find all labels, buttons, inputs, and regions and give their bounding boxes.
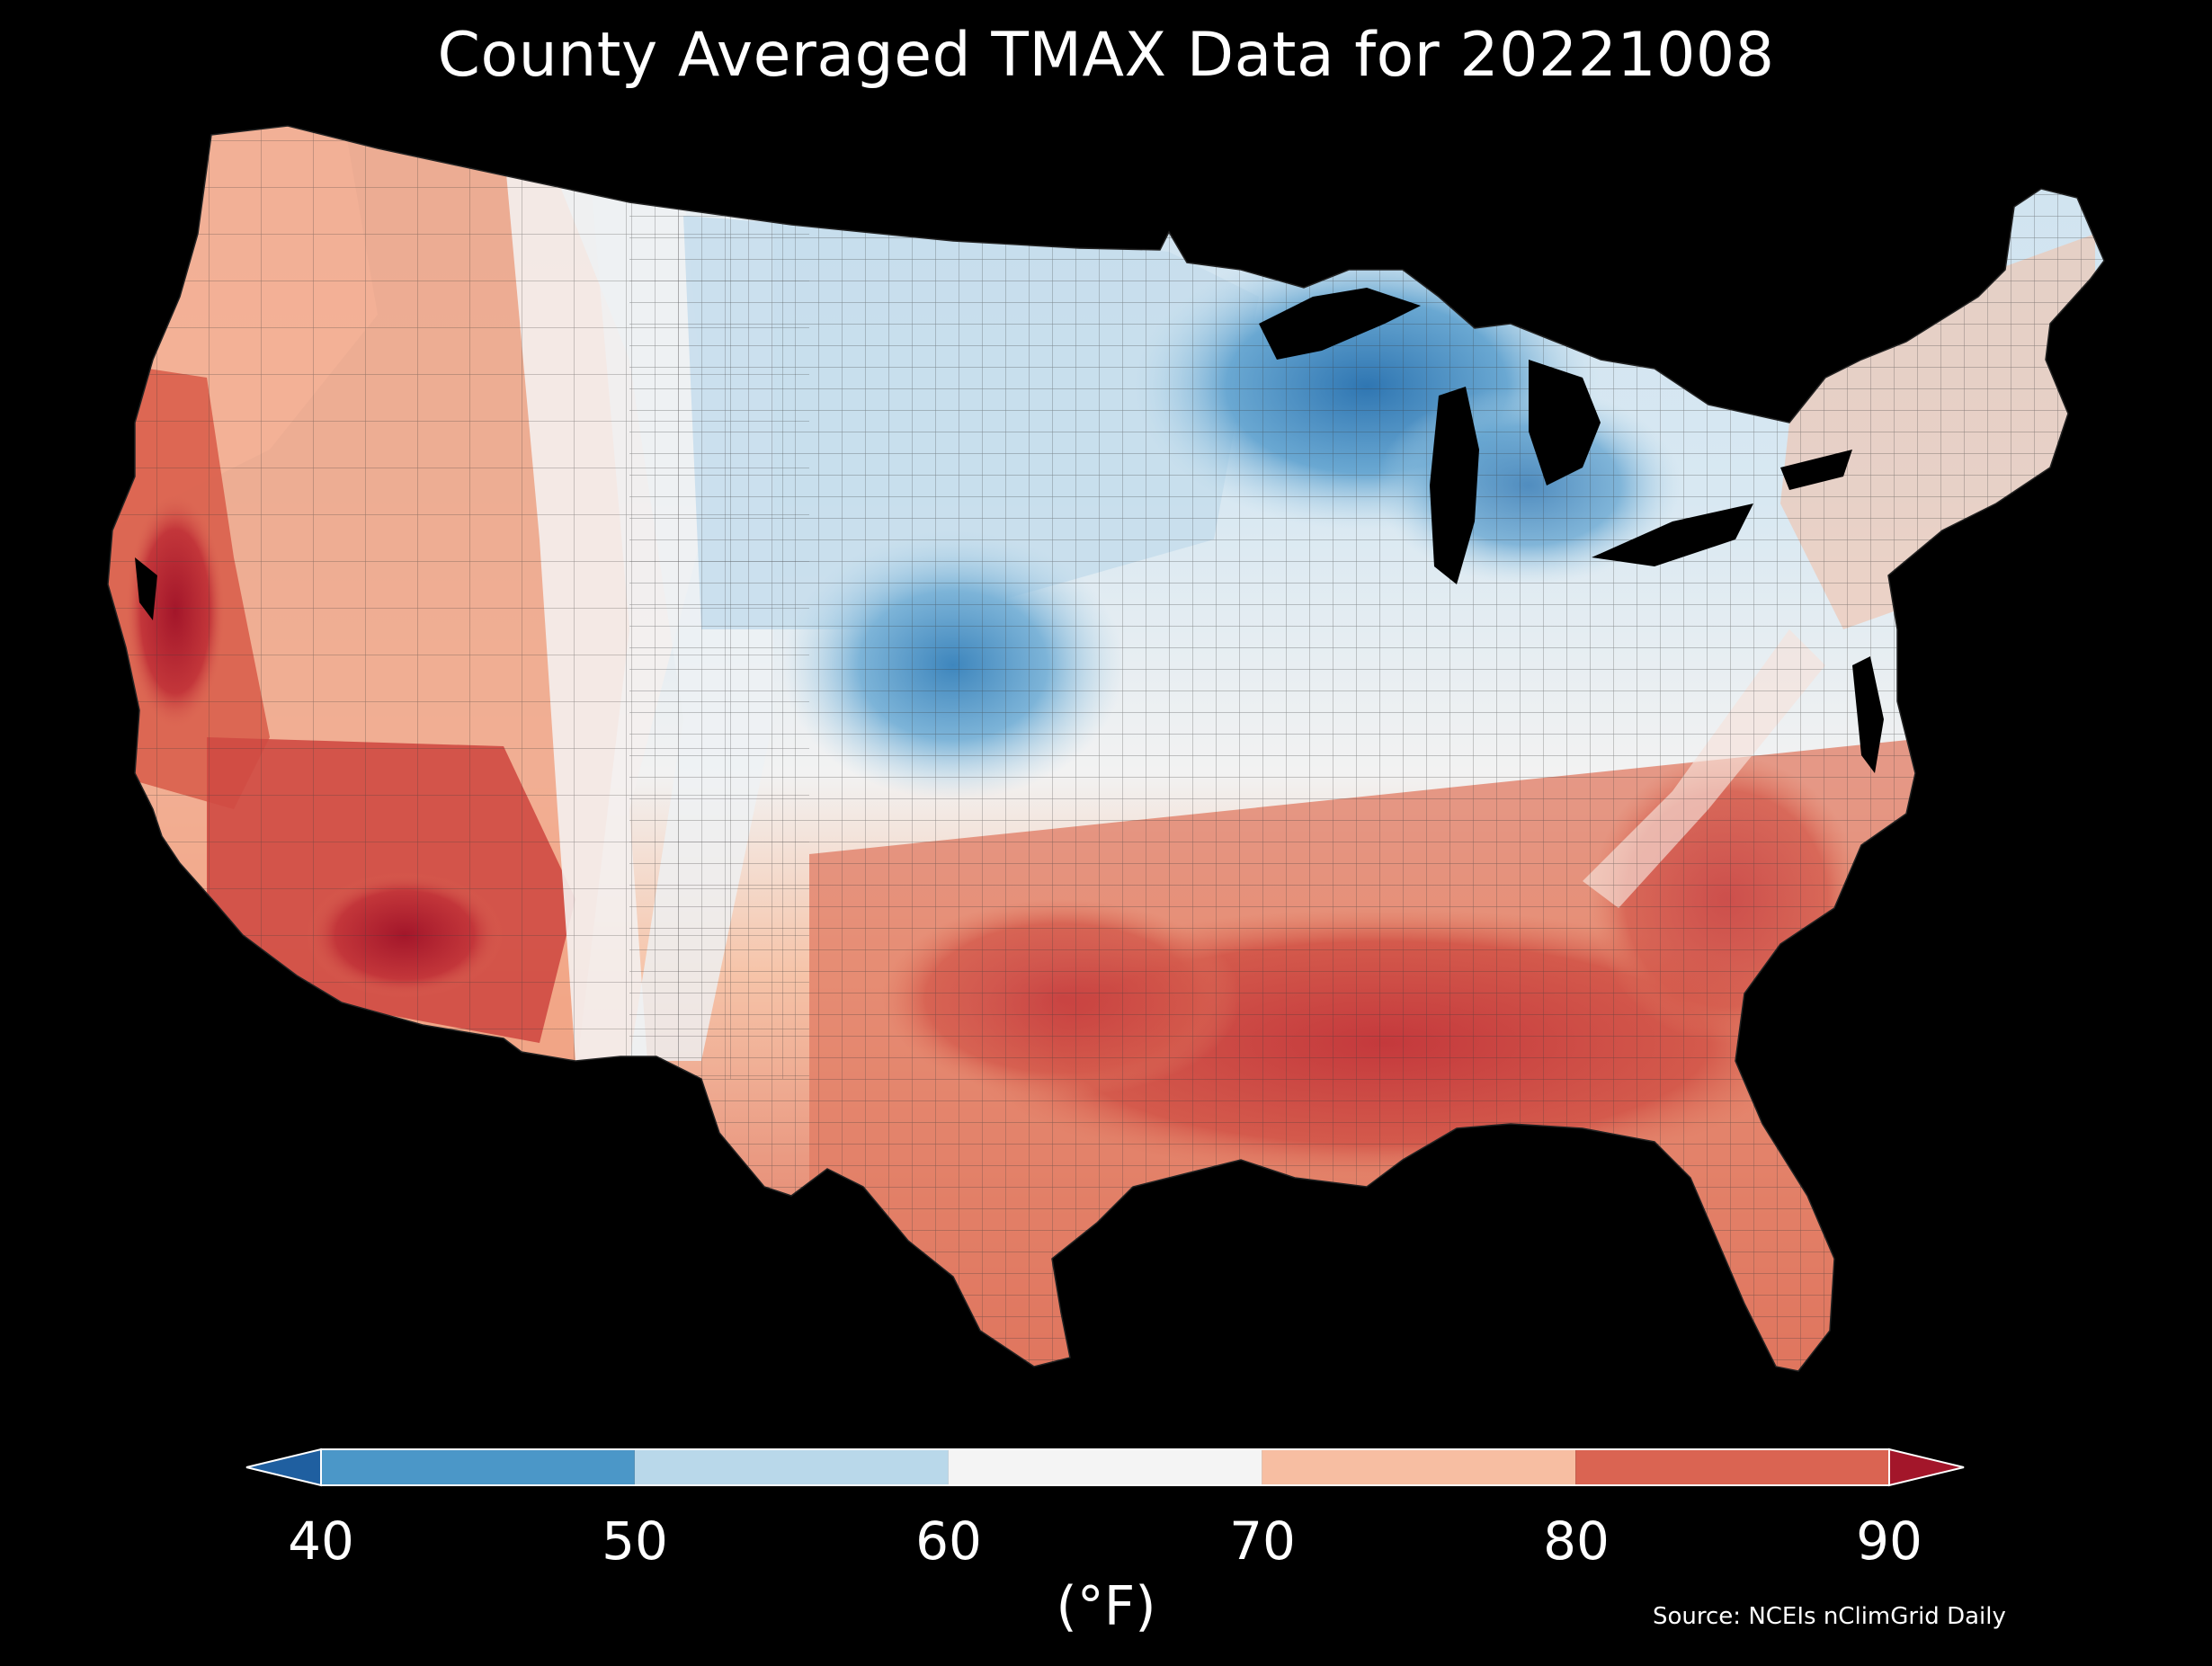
colorbar-bin <box>321 1449 635 1485</box>
colorbar-bin <box>1262 1449 1576 1485</box>
source-credit: Source: NCEIs nClimGrid Daily <box>1653 1603 2006 1630</box>
colorbar-unit-label: (°F) <box>1056 1575 1156 1638</box>
map-title: County Averaged TMAX Data for 20221008 <box>437 20 1775 91</box>
colorbar-bin <box>1575 1449 1889 1485</box>
colorbar-tick-label: 90 <box>1856 1510 1922 1572</box>
colorbar-tick-label: 50 <box>602 1510 668 1572</box>
colorbar-bin <box>634 1449 949 1485</box>
great-lakes <box>1259 288 1852 584</box>
colorbar-extend-high <box>1889 1449 1964 1485</box>
colorbar-tick-label: 40 <box>288 1510 354 1572</box>
colorbar-bin <box>948 1449 1262 1485</box>
colorbar-tick-label: 70 <box>1229 1510 1296 1572</box>
colorbar-tick-label: 60 <box>915 1510 982 1572</box>
colorbar-extend-low <box>246 1449 321 1485</box>
colorbar-tick-label: 80 <box>1543 1510 1610 1572</box>
coastal-bays <box>135 557 1884 773</box>
